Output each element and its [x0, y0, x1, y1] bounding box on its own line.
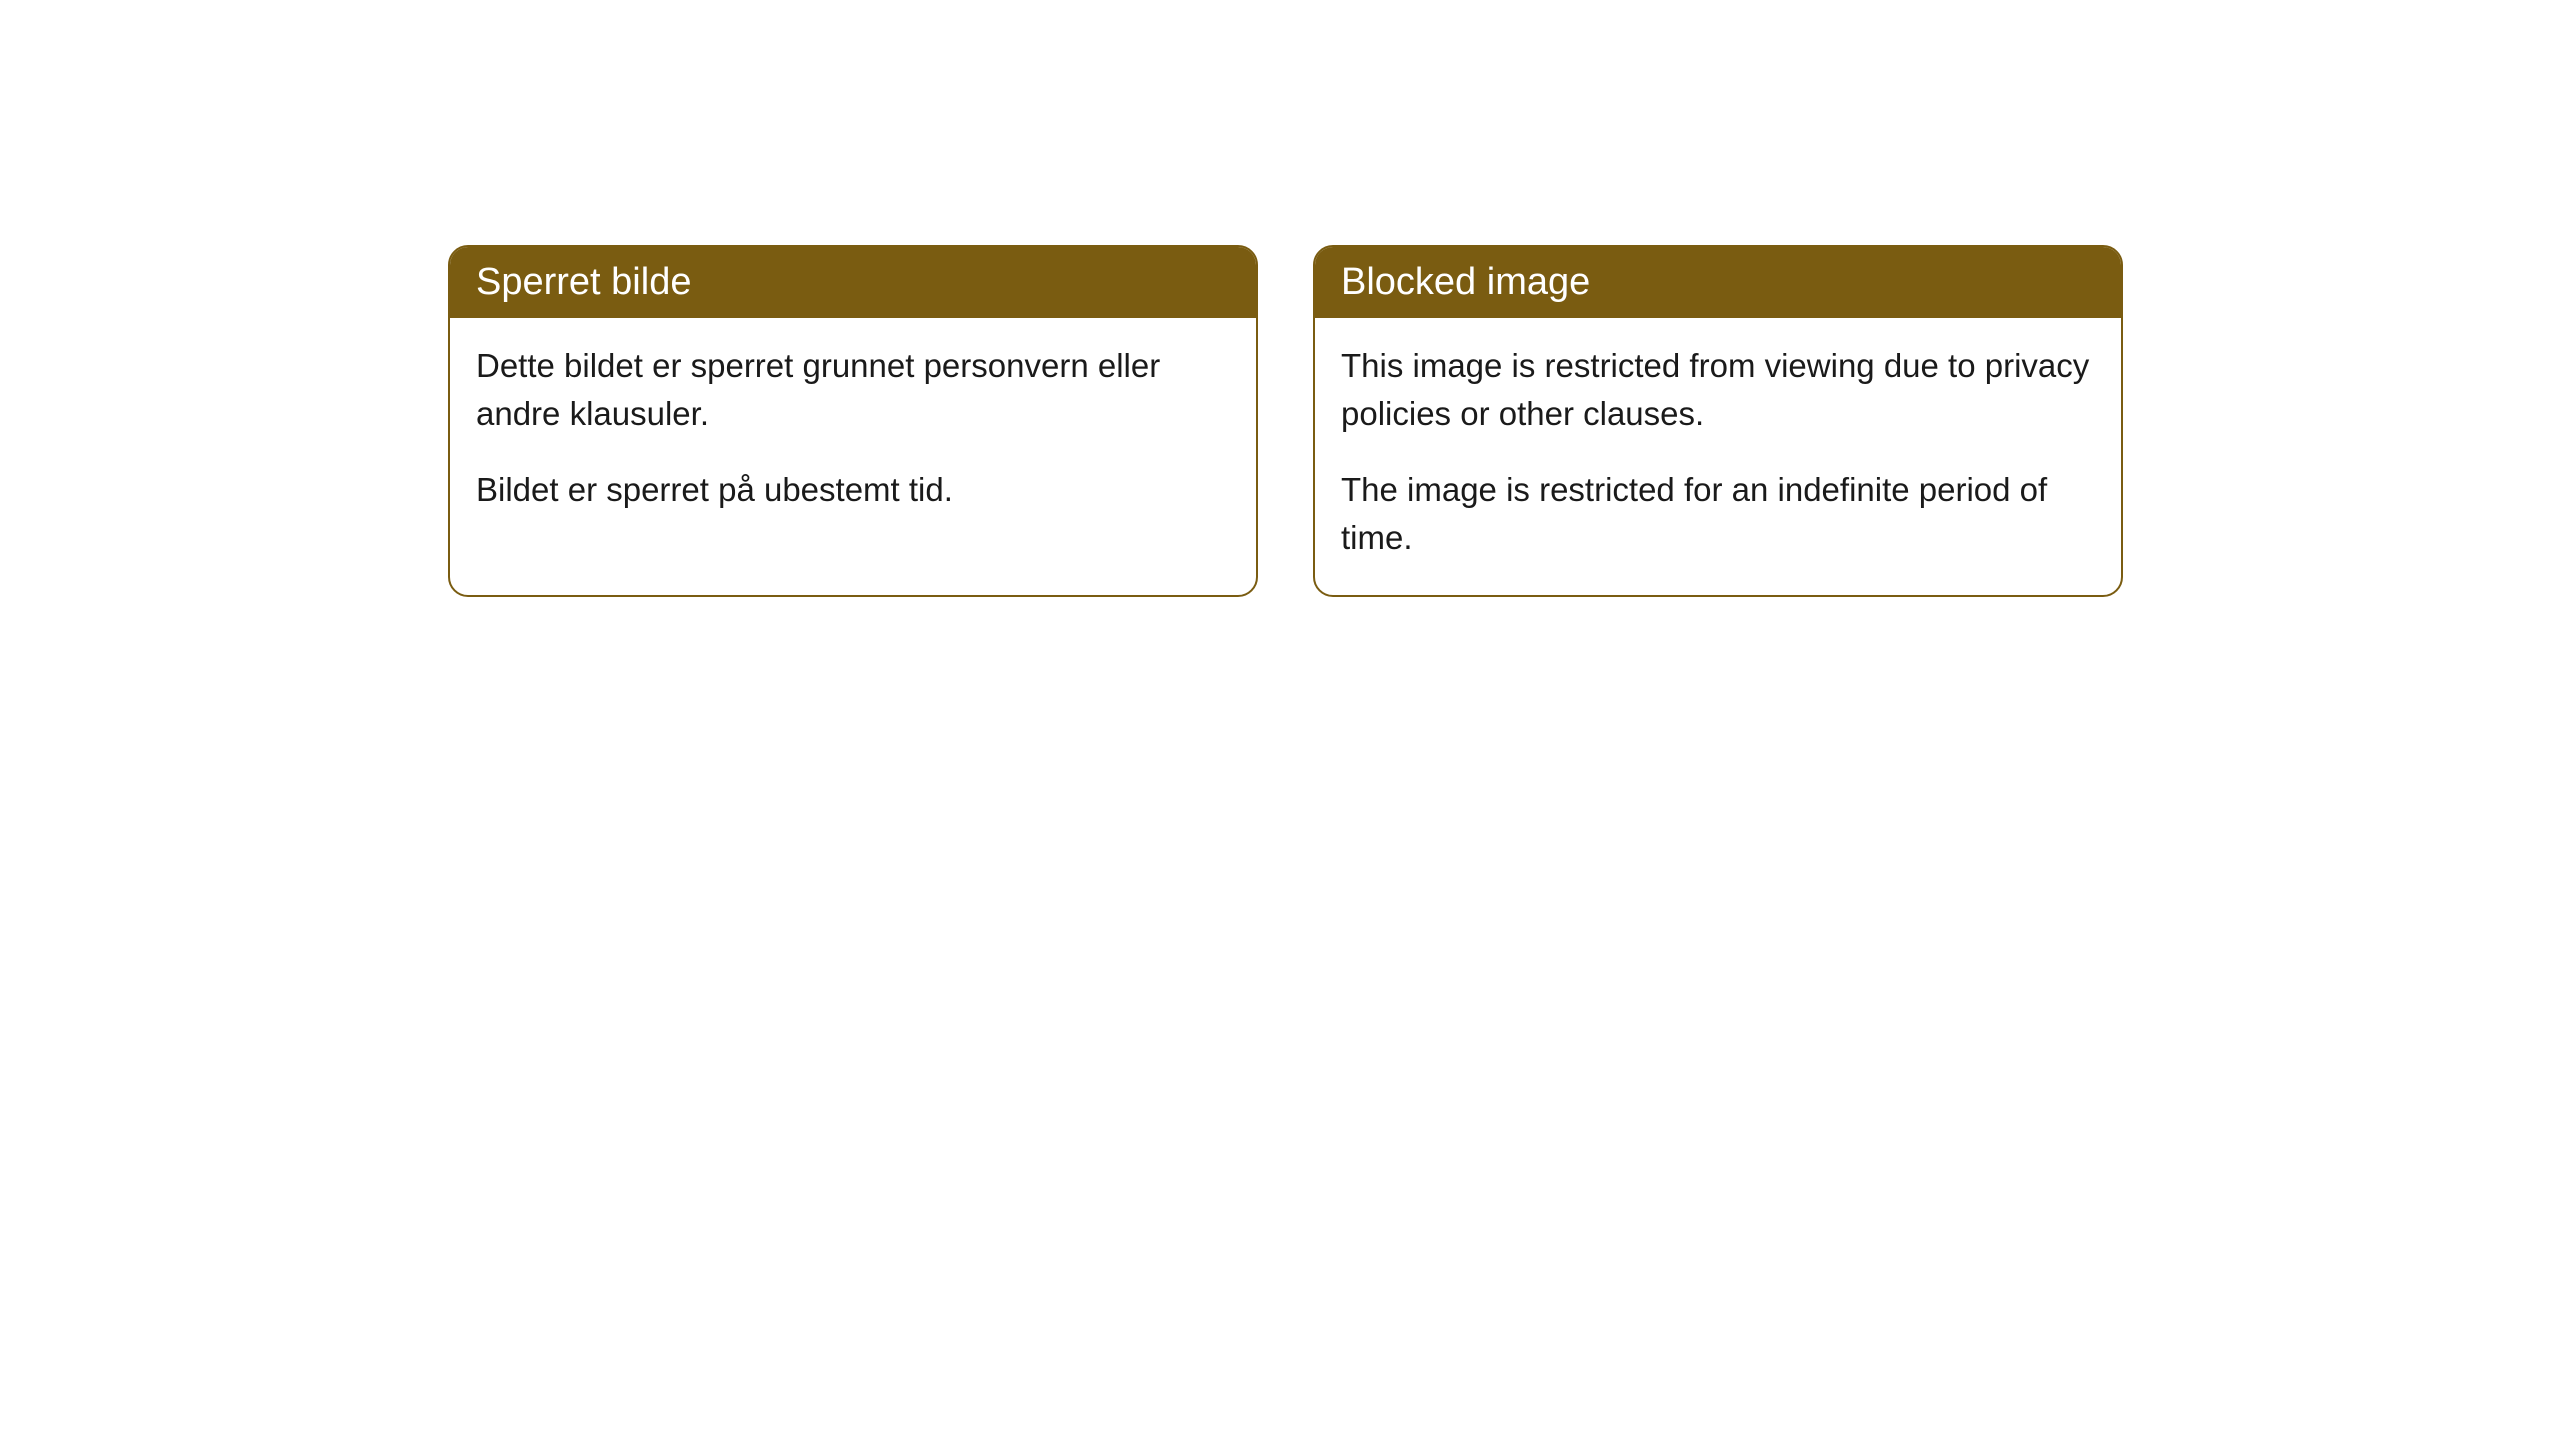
notice-paragraph: Dette bildet er sperret grunnet personve… [476, 342, 1230, 438]
notice-header: Sperret bilde [450, 247, 1256, 318]
notice-body: Dette bildet er sperret grunnet personve… [450, 318, 1256, 548]
notice-card-english: Blocked image This image is restricted f… [1313, 245, 2123, 597]
notice-paragraph: This image is restricted from viewing du… [1341, 342, 2095, 438]
notice-container: Sperret bilde Dette bildet er sperret gr… [0, 0, 2560, 597]
notice-header: Blocked image [1315, 247, 2121, 318]
notice-paragraph: Bildet er sperret på ubestemt tid. [476, 466, 1230, 514]
notice-body: This image is restricted from viewing du… [1315, 318, 2121, 595]
notice-title: Sperret bilde [476, 261, 691, 303]
notice-card-norwegian: Sperret bilde Dette bildet er sperret gr… [448, 245, 1258, 597]
notice-paragraph: The image is restricted for an indefinit… [1341, 466, 2095, 562]
notice-title: Blocked image [1341, 261, 1590, 303]
